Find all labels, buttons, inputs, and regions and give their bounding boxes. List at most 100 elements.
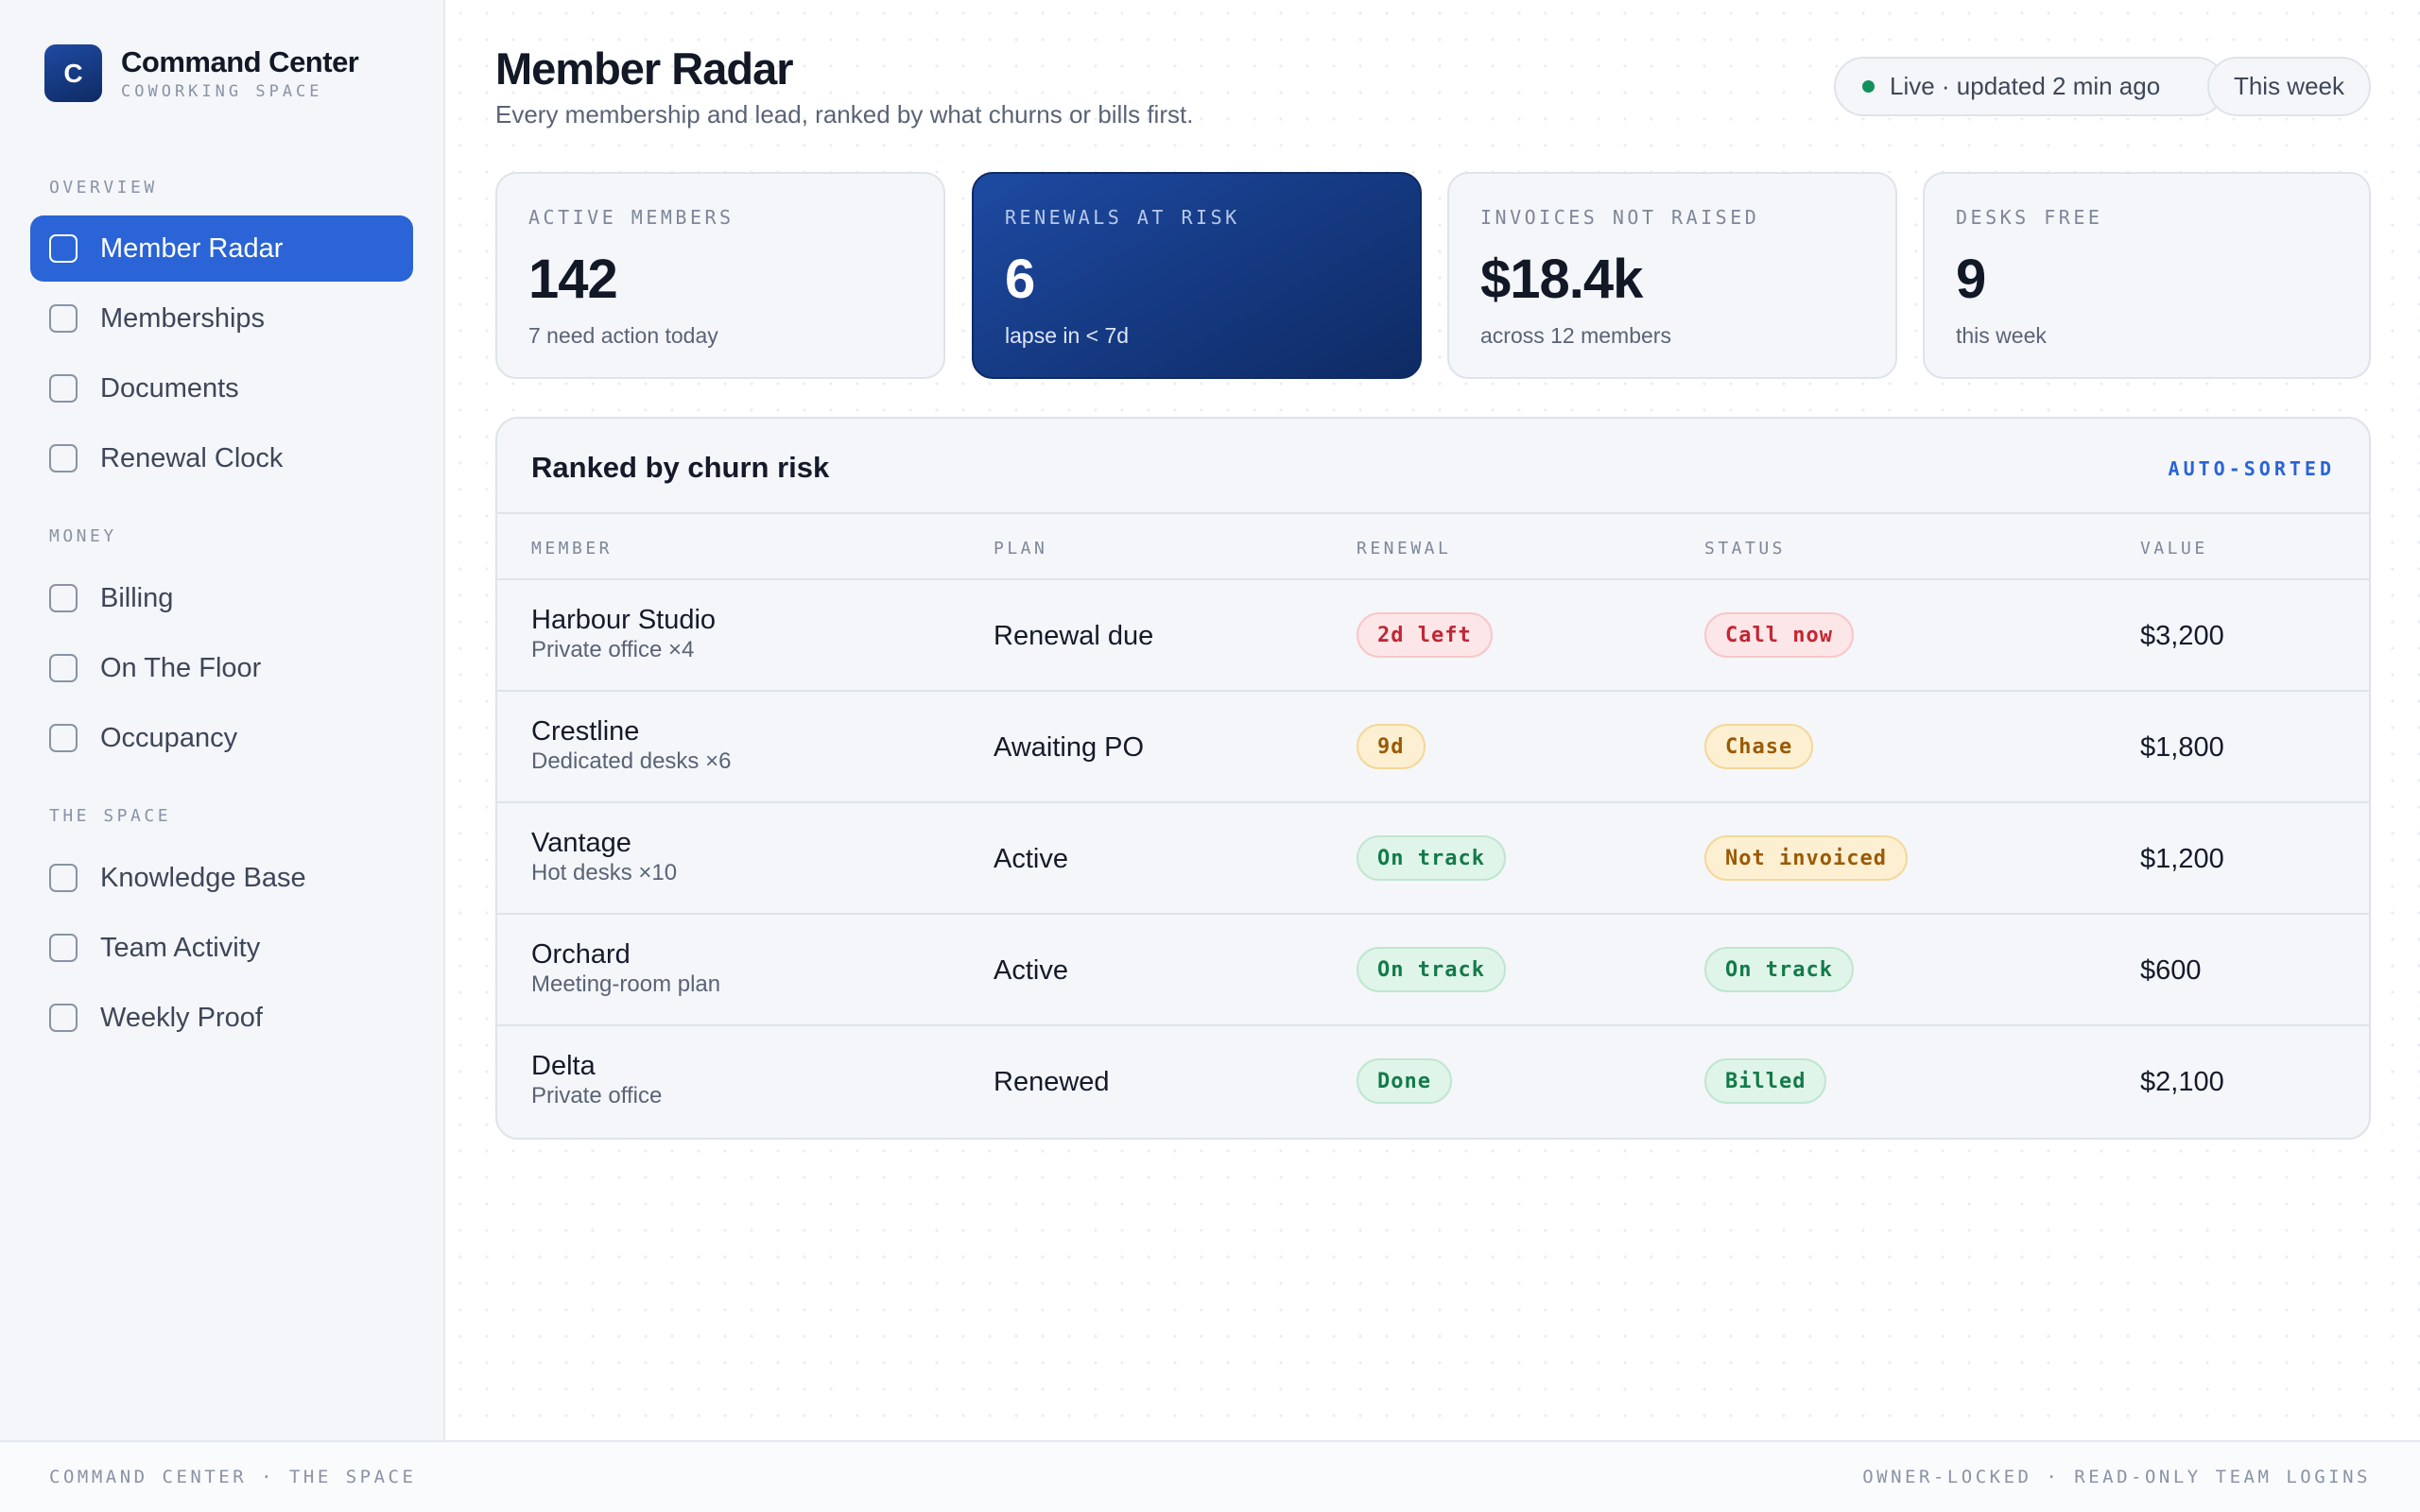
member-detail: Dedicated desks ×6 bbox=[531, 748, 732, 774]
sidebar-item-label: Weekly Proof bbox=[100, 1002, 263, 1033]
stat-card-active-members[interactable]: ACTIVE MEMBERS 142 7 need action today bbox=[495, 172, 945, 379]
sidebar: C Command Center COWORKING SPACE OVERVIE… bbox=[0, 0, 445, 1440]
column-header-plan[interactable]: PLAN bbox=[994, 539, 1048, 558]
sidebar-item-label: Team Activity bbox=[100, 932, 261, 963]
stat-value: 6 bbox=[1005, 249, 1035, 310]
brand-subtitle: COWORKING SPACE bbox=[121, 81, 323, 101]
sidebar-item-label: On The Floor bbox=[100, 652, 262, 683]
footer-right-text: OWNER-LOCKED · READ-ONLY TEAM LOGINS bbox=[1862, 1467, 2371, 1487]
sidebar-item-label: Memberships bbox=[100, 302, 266, 334]
sidebar-item-label: Documents bbox=[100, 372, 239, 404]
main-content: Member Radar Every membership and lead, … bbox=[447, 0, 2420, 1440]
table-row[interactable]: Delta Private office Renewed Done Billed… bbox=[497, 1026, 2369, 1138]
table-row[interactable]: Orchard Meeting-room plan Active On trac… bbox=[497, 915, 2369, 1026]
status-badge[interactable]: Not invoiced bbox=[1704, 835, 1908, 881]
renewal-badge: 2d left bbox=[1357, 612, 1493, 658]
checkbox-icon bbox=[49, 584, 78, 612]
page-subtitle: Every membership and lead, ranked by wha… bbox=[495, 100, 1194, 129]
status-badge[interactable]: On track bbox=[1704, 947, 1854, 992]
checkbox-icon bbox=[49, 234, 78, 263]
stat-note: lapse in < 7d bbox=[1005, 323, 1130, 348]
sidebar-item-documents[interactable]: Documents bbox=[30, 355, 413, 421]
stat-note: 7 need action today bbox=[528, 323, 718, 348]
nav-section-the-space: THE SPACE bbox=[49, 806, 172, 826]
table-title: Ranked by churn risk bbox=[531, 451, 830, 484]
brand[interactable]: C Command Center COWORKING SPACE bbox=[44, 44, 359, 102]
stat-card-invoices-not-raised[interactable]: INVOICES NOT RAISED $18.4k across 12 mem… bbox=[1447, 172, 1897, 379]
checkbox-icon bbox=[49, 444, 78, 472]
sidebar-item-member-radar[interactable]: Member Radar bbox=[30, 215, 413, 282]
sidebar-item-label: Knowledge Base bbox=[100, 862, 306, 893]
live-status-pill: Live · updated 2 min ago bbox=[1834, 57, 2226, 116]
sidebar-item-label: Billing bbox=[100, 582, 174, 613]
stat-note: across 12 members bbox=[1480, 323, 1671, 348]
nav-section-money: MONEY bbox=[49, 526, 117, 546]
checkbox-icon bbox=[49, 374, 78, 403]
column-header-renewal[interactable]: RENEWAL bbox=[1357, 539, 1452, 558]
checkbox-icon bbox=[49, 724, 78, 752]
table-row[interactable]: Harbour Studio Private office ×4 Renewal… bbox=[497, 580, 2369, 692]
checkbox-icon bbox=[49, 304, 78, 333]
stat-card-desks-free[interactable]: DESKS FREE 9 this week bbox=[1923, 172, 2371, 379]
sidebar-item-occupancy[interactable]: Occupancy bbox=[30, 705, 413, 771]
renewal-badge: On track bbox=[1357, 835, 1506, 881]
plan-cell: Renewed bbox=[994, 1067, 1110, 1097]
table-row[interactable]: Crestline Dedicated desks ×6 Awaiting PO… bbox=[497, 692, 2369, 803]
period-selector-button[interactable]: This week bbox=[2207, 57, 2371, 116]
brand-name: Command Center bbox=[121, 44, 359, 78]
footer-left-text: COMMAND CENTER · THE SPACE bbox=[49, 1467, 417, 1487]
status-badge[interactable]: Call now bbox=[1704, 612, 1854, 658]
status-badge[interactable]: Chase bbox=[1704, 724, 1814, 769]
plan-cell: Renewal due bbox=[994, 621, 1154, 651]
value-cell: $600 bbox=[2140, 955, 2202, 986]
stat-label: DESKS FREE bbox=[1956, 206, 2103, 229]
period-label: This week bbox=[2233, 72, 2345, 100]
status-badge[interactable]: Billed bbox=[1704, 1058, 1827, 1104]
sidebar-item-on-the-floor[interactable]: On The Floor bbox=[30, 635, 413, 701]
sidebar-item-knowledge-base[interactable]: Knowledge Base bbox=[30, 845, 413, 911]
column-header-status[interactable]: STATUS bbox=[1704, 539, 1787, 558]
sidebar-item-billing[interactable]: Billing bbox=[30, 565, 413, 631]
churn-risk-table: Ranked by churn risk AUTO-SORTED MEMBER … bbox=[495, 417, 2371, 1140]
sidebar-item-memberships[interactable]: Memberships bbox=[30, 285, 413, 352]
plan-cell: Active bbox=[994, 844, 1068, 874]
plan-cell: Awaiting PO bbox=[994, 732, 1145, 763]
member-name: Crestline bbox=[531, 716, 640, 747]
table-header: MEMBER PLAN RENEWAL STATUS VALUE bbox=[497, 512, 2369, 580]
stat-note: this week bbox=[1956, 323, 2047, 348]
member-detail: Private office bbox=[531, 1083, 663, 1108]
footer: COMMAND CENTER · THE SPACE OWNER-LOCKED … bbox=[0, 1440, 2420, 1512]
auto-sorted-tag: AUTO-SORTED bbox=[2168, 457, 2335, 480]
table-row[interactable]: Vantage Hot desks ×10 Active On track No… bbox=[497, 803, 2369, 915]
stat-value: 9 bbox=[1956, 249, 1986, 310]
renewal-badge: On track bbox=[1357, 947, 1506, 992]
member-name: Harbour Studio bbox=[531, 605, 717, 635]
stat-value: $18.4k bbox=[1480, 249, 1643, 310]
member-detail: Hot desks ×10 bbox=[531, 860, 678, 885]
value-cell: $2,100 bbox=[2140, 1067, 2224, 1097]
checkbox-icon bbox=[49, 864, 78, 892]
value-cell: $3,200 bbox=[2140, 621, 2224, 651]
column-header-member[interactable]: MEMBER bbox=[531, 539, 614, 558]
member-name: Orchard bbox=[531, 939, 631, 970]
member-name: Delta bbox=[531, 1051, 596, 1081]
sidebar-item-team-activity[interactable]: Team Activity bbox=[30, 915, 413, 981]
stat-card-renewals-at-risk[interactable]: RENEWALS AT RISK 6 lapse in < 7d bbox=[972, 172, 1422, 379]
column-header-value[interactable]: VALUE bbox=[2140, 539, 2208, 558]
nav-section-overview: OVERVIEW bbox=[49, 178, 158, 198]
renewal-badge: Done bbox=[1357, 1058, 1452, 1104]
sidebar-item-weekly-proof[interactable]: Weekly Proof bbox=[30, 985, 413, 1051]
brand-logo: C bbox=[44, 44, 102, 102]
stat-value: 142 bbox=[528, 249, 618, 310]
sidebar-item-label: Member Radar bbox=[100, 232, 284, 264]
member-name: Vantage bbox=[531, 828, 631, 858]
checkbox-icon bbox=[49, 654, 78, 682]
stat-label: RENEWALS AT RISK bbox=[1005, 206, 1240, 229]
stat-label: INVOICES NOT RAISED bbox=[1480, 206, 1760, 229]
sidebar-item-label: Occupancy bbox=[100, 722, 238, 753]
member-detail: Meeting-room plan bbox=[531, 971, 721, 997]
renewal-badge: 9d bbox=[1357, 724, 1426, 769]
sidebar-item-renewal-clock[interactable]: Renewal Clock bbox=[30, 425, 413, 491]
value-cell: $1,800 bbox=[2140, 732, 2224, 763]
checkbox-icon bbox=[49, 934, 78, 962]
